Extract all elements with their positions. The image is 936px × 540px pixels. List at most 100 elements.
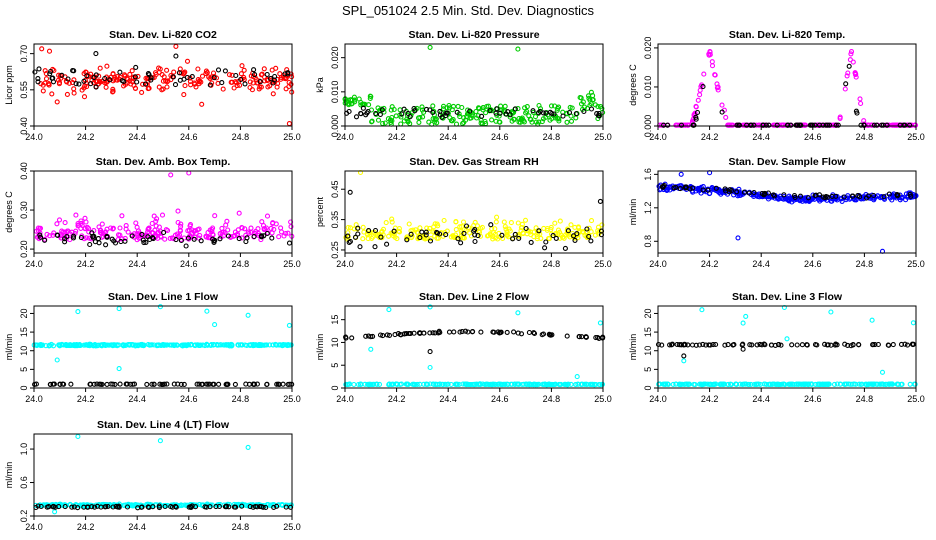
data-point (244, 235, 250, 241)
data-point (574, 374, 580, 380)
data-point (699, 307, 705, 313)
data-point (585, 93, 592, 99)
data-point (788, 122, 794, 128)
x-tick-label: 24.0 (649, 259, 667, 269)
data-point (499, 232, 505, 238)
data-point (270, 220, 276, 226)
plot-frame (344, 43, 604, 127)
data-point (690, 185, 696, 191)
data-point (75, 505, 81, 511)
y-axis-label: ml/min (4, 462, 14, 489)
data-point (146, 85, 152, 91)
data-point (470, 328, 476, 335)
data-point (248, 225, 254, 231)
data-point (423, 232, 429, 238)
y-tick-label: 0.55 (19, 81, 29, 99)
data-point (135, 73, 141, 79)
x-tick-label: 24.8 (856, 132, 874, 142)
data-point (233, 504, 239, 510)
data-point (432, 116, 438, 122)
data-point (417, 330, 423, 336)
data-point (288, 224, 294, 230)
data-point (269, 230, 275, 236)
data-point (104, 233, 110, 239)
data-point (829, 193, 835, 199)
data-point (204, 308, 210, 314)
data-point (375, 117, 382, 123)
data-point (719, 109, 725, 115)
data-point (742, 122, 748, 128)
data-point (286, 121, 292, 127)
data-point (238, 76, 244, 83)
data-point (119, 213, 125, 219)
chart-panel: Stan. Dev. Line 1 Flow 24.0 24.2 24.4 24.6 24… (4, 291, 301, 404)
x-tick-label: 24.8 (856, 394, 874, 404)
data-point (366, 102, 372, 108)
data-point (659, 342, 665, 348)
data-point (584, 226, 590, 232)
data-point (427, 238, 434, 244)
data-point (261, 226, 267, 232)
data-point (35, 228, 41, 234)
data-point (678, 171, 684, 177)
data-point (223, 503, 229, 509)
data-point (802, 195, 808, 201)
y-tick-label: 0 (643, 385, 653, 390)
data-point (412, 382, 418, 388)
data-point (172, 503, 179, 509)
chart-title: Stan. Dev. Gas Stream RH (409, 156, 538, 168)
data-point (794, 342, 800, 348)
data-point (232, 79, 238, 85)
data-point (700, 84, 706, 90)
data-point (719, 102, 725, 108)
data-point (238, 71, 244, 77)
data-point (103, 242, 109, 248)
data-point (195, 77, 201, 83)
data-point (61, 381, 67, 387)
data-point (575, 225, 582, 231)
data-point (596, 231, 602, 237)
data-point (521, 119, 527, 125)
data-point (135, 342, 141, 348)
x-tick-label: 24.6 (491, 132, 509, 142)
data-point (274, 503, 280, 509)
data-point (117, 69, 123, 75)
data-point (164, 67, 170, 73)
data-point (172, 342, 178, 348)
data-point (171, 69, 177, 75)
chart-panel: Stan. Dev. Line 3 Flow 24.0 24.2 24.4 24.6 24… (628, 291, 925, 404)
data-point (164, 342, 170, 348)
data-point (837, 114, 843, 120)
data-point (114, 342, 120, 348)
data-point (55, 232, 61, 239)
data-point (347, 381, 353, 387)
data-point (196, 226, 202, 232)
data-point (500, 235, 506, 242)
data-point (493, 219, 499, 225)
data-point (406, 330, 412, 337)
data-point (427, 349, 433, 355)
data-point (557, 218, 563, 224)
data-point (489, 117, 495, 123)
data-point (264, 230, 270, 237)
data-point (180, 343, 186, 349)
data-point (701, 71, 707, 77)
data-point (148, 342, 154, 348)
data-point (518, 331, 525, 337)
data-point (173, 237, 179, 243)
data-point (789, 199, 795, 205)
y-tick-label: 0.010 (330, 81, 340, 104)
data-point (82, 83, 88, 89)
data-point (865, 381, 872, 387)
data-point (355, 225, 361, 231)
data-point (195, 66, 201, 72)
data-point (199, 73, 206, 79)
data-point (545, 381, 551, 387)
y-tick-label: 0.000 (330, 115, 340, 138)
x-tick-label: 24.8 (232, 132, 250, 142)
data-point (239, 63, 245, 69)
data-point (844, 73, 850, 79)
data-point (242, 226, 248, 232)
data-point (849, 193, 855, 199)
data-point (92, 504, 98, 510)
